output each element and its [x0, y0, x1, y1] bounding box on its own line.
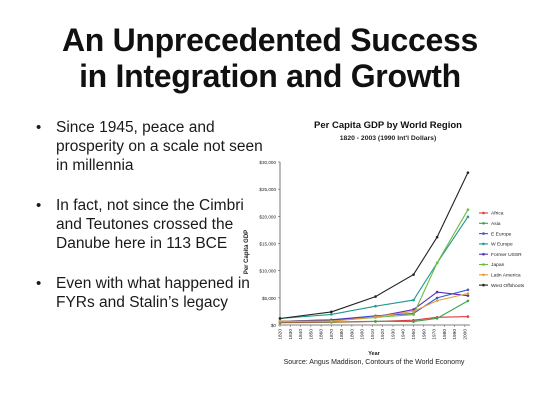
- x-tick-label: 1870: [329, 329, 335, 340]
- y-tick-label: $5,000: [262, 296, 276, 301]
- y-tick-label: $25,000: [259, 187, 276, 192]
- legend-label: Africa: [491, 211, 504, 217]
- data-point: [374, 320, 377, 323]
- legend-marker: [482, 263, 485, 266]
- x-tick-label: 1830: [288, 329, 294, 340]
- legend-label: Former USSR: [491, 252, 522, 258]
- data-point: [466, 315, 470, 318]
- series-line: [279, 291, 468, 322]
- data-point: [466, 208, 470, 212]
- legend-label: E Europe: [491, 231, 512, 237]
- y-tick-label: $20,000: [259, 214, 276, 219]
- slide-title-line-1: An Unprecedented Success: [61, 22, 479, 58]
- data-point: [412, 310, 415, 313]
- x-tick-label: 1900: [360, 329, 366, 340]
- x-tick-label: 1850: [308, 329, 314, 340]
- legend-label: W Europe: [491, 242, 513, 248]
- legend-label: Japan: [491, 262, 505, 268]
- legend-label: West Offshoots: [491, 283, 525, 289]
- x-tick-label: 1950: [411, 329, 417, 340]
- data-point: [330, 320, 333, 323]
- x-tick-label: 1980: [442, 329, 448, 340]
- data-point: [412, 298, 415, 302]
- x-tick-label: 1880: [339, 329, 345, 340]
- data-point: [435, 299, 439, 302]
- x-tick-label: 2000: [462, 329, 468, 340]
- series-line: [279, 300, 469, 323]
- data-point: [412, 273, 415, 276]
- y-tick-label: $30,000: [259, 160, 276, 165]
- chart-source: Source: Angus Maddison, Contours of the …: [284, 359, 465, 366]
- data-point: [466, 215, 470, 219]
- x-tick-label: 1960: [421, 329, 427, 340]
- bullet-item: • Even with what happened in FYRs and St…: [32, 274, 272, 312]
- chart-svg: Per Capita GDP by World Region 1820 - 20…: [244, 120, 525, 366]
- x-tick-label: 1920: [380, 329, 386, 340]
- x-tick-label: 1820: [278, 329, 284, 340]
- bullet-text: Even with what happened in FYRs and Stal…: [56, 275, 250, 311]
- bullet-list: • Since 1945, peace and prosperity on a …: [32, 118, 272, 333]
- chart-title: Per Capita GDP by World Region: [314, 120, 462, 131]
- y-tick-label: $0: [271, 323, 277, 328]
- x-tick-label: 1940: [401, 329, 407, 340]
- legend-marker: [482, 242, 485, 246]
- data-point: [374, 315, 377, 319]
- data-point: [435, 235, 439, 239]
- data-point: [466, 171, 470, 174]
- chart-subtitle: 1820 - 2003 (1990 Int'l Dollars): [340, 135, 436, 142]
- data-point: [330, 313, 333, 316]
- slide-title: An Unprecedented Success in Integration …: [0, 22, 540, 94]
- series-line: [280, 292, 469, 322]
- slide-title-line-2: in Integration and Growth: [79, 58, 461, 94]
- bullet-marker: •: [36, 197, 42, 214]
- data-point: [466, 288, 470, 292]
- bullet-marker: •: [36, 275, 42, 292]
- data-point: [412, 308, 415, 311]
- legend-marker: [482, 222, 485, 225]
- data-point: [374, 295, 377, 298]
- legend-marker: [482, 273, 485, 277]
- data-point: [278, 319, 282, 323]
- x-tick-label: 1910: [370, 329, 376, 340]
- bullet-item: • Since 1945, peace and prosperity on a …: [32, 118, 272, 175]
- data-point: [466, 294, 470, 297]
- gdp-chart: Per Capita GDP by World Region 1820 - 20…: [238, 112, 538, 372]
- data-point: [330, 310, 333, 314]
- x-tick-label: 1930: [390, 329, 396, 340]
- y-axis-label: Per Capita GDP: [244, 230, 250, 274]
- data-point: [412, 320, 415, 323]
- data-point: [466, 292, 470, 295]
- legend-marker: [482, 252, 485, 256]
- series-line: [279, 209, 469, 322]
- data-point: [435, 290, 439, 294]
- x-tick-label: 1860: [319, 329, 325, 340]
- data-point: [412, 313, 415, 316]
- x-tick-label: 1970: [432, 329, 438, 340]
- bullet-marker: •: [36, 119, 42, 136]
- data-point: [435, 296, 439, 300]
- legend-marker: [482, 283, 485, 287]
- data-point: [435, 317, 439, 320]
- x-tick-label: 1990: [452, 329, 458, 340]
- y-tick-label: $15,000: [259, 242, 276, 247]
- x-tick-label: 1840: [298, 329, 304, 340]
- bullet-text: In fact, not since the Cimbri and Teuton…: [56, 197, 244, 252]
- data-point: [278, 317, 282, 320]
- data-point: [435, 261, 439, 265]
- x-tick-label: 1890: [349, 329, 355, 340]
- legend-label: Asia: [491, 221, 501, 227]
- x-axis-label: Year: [368, 351, 380, 357]
- bullet-text: Since 1945, peace and prosperity on a sc…: [56, 119, 263, 174]
- data-point: [466, 299, 470, 303]
- series-line: [279, 216, 469, 320]
- legend-marker: [482, 211, 485, 215]
- legend-label: Latin America: [491, 273, 521, 279]
- data-point: [374, 304, 377, 308]
- bullet-item: • In fact, not since the Cimbri and Teut…: [32, 196, 272, 253]
- legend-marker: [482, 232, 485, 235]
- series-line: [279, 172, 469, 320]
- y-tick-label: $10,000: [259, 269, 276, 274]
